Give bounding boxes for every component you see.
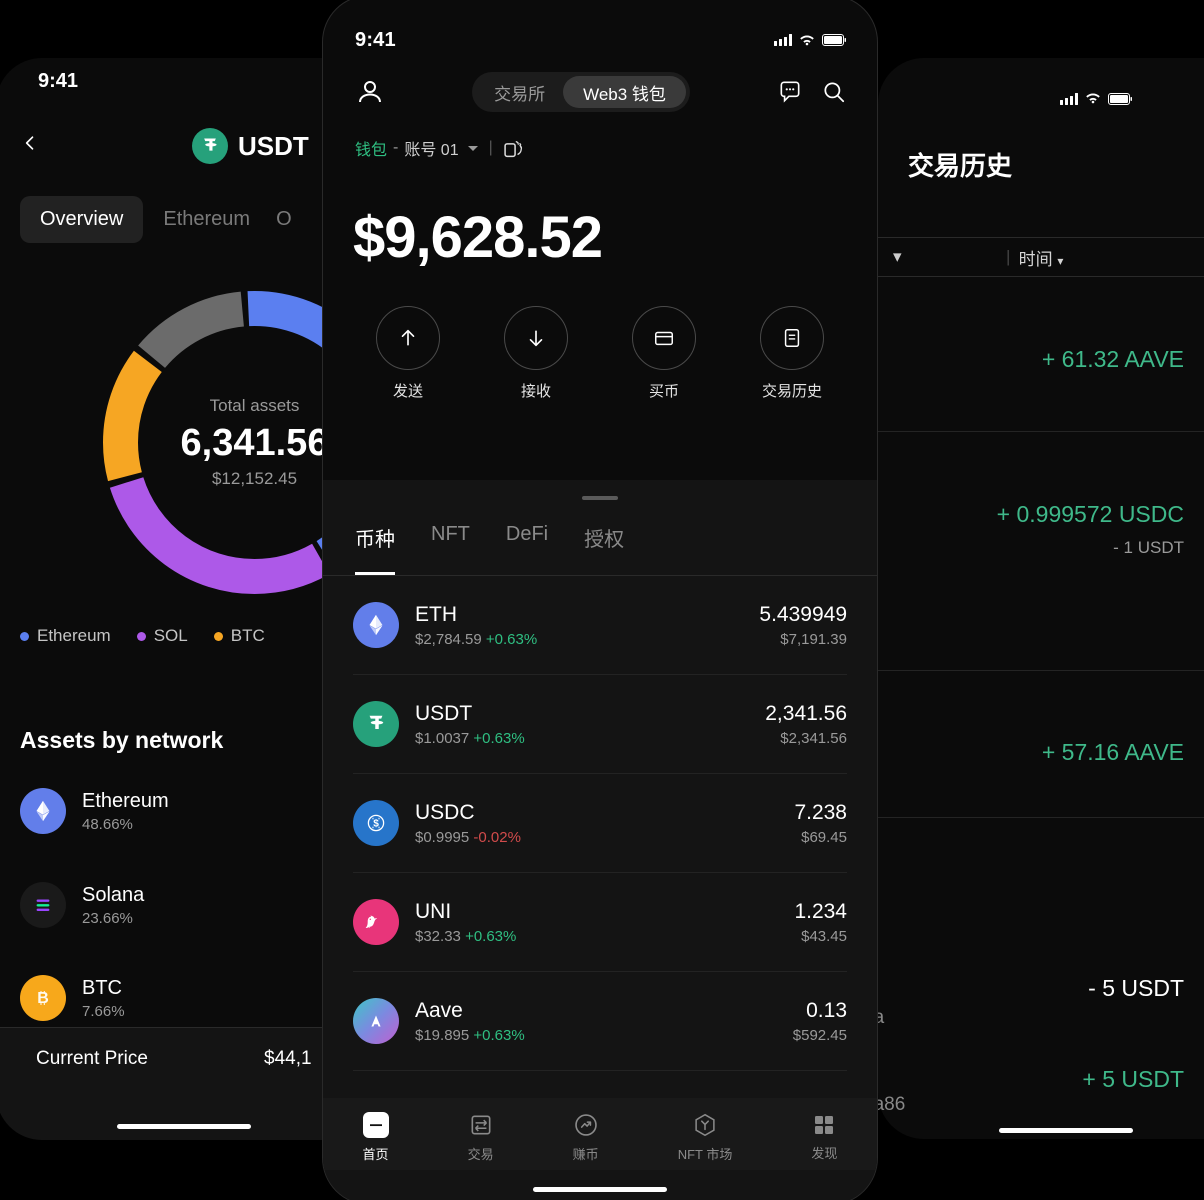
svg-text:$: $ — [373, 819, 379, 830]
